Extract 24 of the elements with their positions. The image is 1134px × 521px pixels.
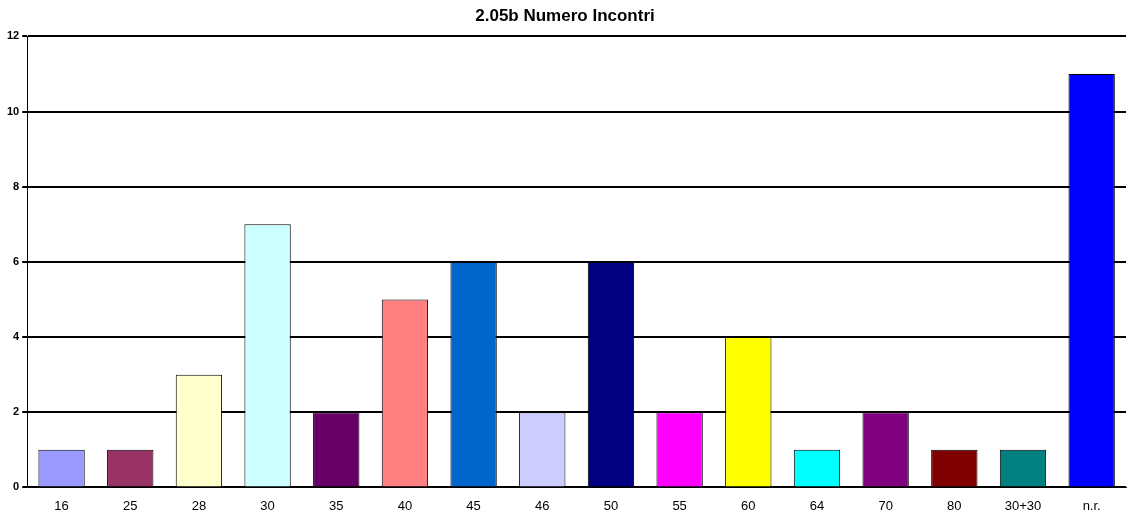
x-tick-label: 70 xyxy=(878,497,893,513)
x-tick-label: 30 xyxy=(260,497,275,513)
y-tick-label: 6 xyxy=(13,254,20,267)
x-tick-label: 40 xyxy=(397,497,413,513)
x-tick-label: 45 xyxy=(466,497,481,513)
x-tick-label: 64 xyxy=(809,497,825,513)
y-tick-label: 2 xyxy=(13,405,20,418)
x-tick-label: 46 xyxy=(535,497,550,513)
x-tick-label: 55 xyxy=(672,497,687,513)
x-tick-label: n.r. xyxy=(1082,497,1101,513)
y-tick-label: 0 xyxy=(13,480,20,493)
y-tick-label: 10 xyxy=(6,104,20,117)
y-tick-label: 12 xyxy=(6,29,20,42)
x-tick-label: 30+30 xyxy=(1004,497,1042,513)
y-tick-label: 4 xyxy=(13,330,21,343)
x-tick-label: 16 xyxy=(54,497,69,513)
x-tick-label: 60 xyxy=(741,497,756,513)
chart-title: 2.05b Numero Incontri xyxy=(475,5,655,25)
x-tick-label: 50 xyxy=(603,497,619,513)
x-tick-label: 35 xyxy=(329,497,344,513)
x-tick-label: 80 xyxy=(947,497,962,513)
y-tick-label: 8 xyxy=(13,179,20,192)
x-tick-label: 28 xyxy=(191,497,207,513)
x-tick-label: 25 xyxy=(123,497,138,513)
